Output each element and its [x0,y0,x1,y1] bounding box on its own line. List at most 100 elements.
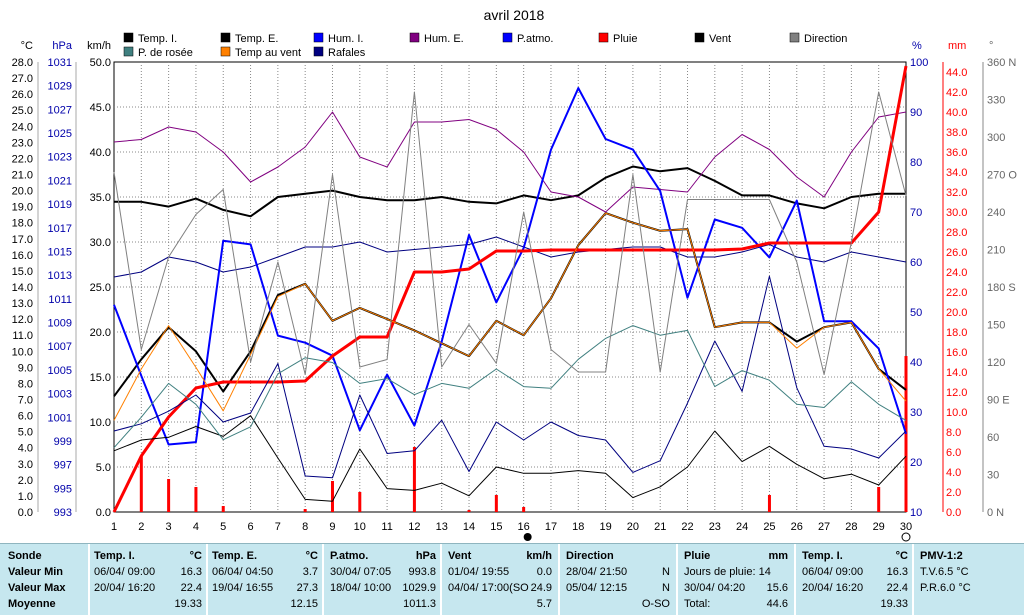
tick-label: 10.0 [90,417,111,429]
tick-label: 1013 [48,270,72,282]
x-tick-label: 28 [845,521,857,533]
tick-label: 11.0 [12,330,33,342]
label-moy: Moyenne [8,598,56,610]
rain-bar [139,456,143,512]
tick-label: 15.0 [90,372,111,384]
tick-label: 28.0 [12,57,33,69]
legend-swatch [220,46,231,57]
tick-label: 18.0 [12,218,33,230]
tick-label: 20.0 [12,186,33,198]
series-line [113,325,907,449]
tick-label: 20.0 [90,327,111,339]
legend-label: Pluie [613,33,637,45]
pmv-title: PMV-1:2 [920,550,963,562]
tick-label: 80 [910,157,922,169]
legend-swatch [598,32,609,43]
tick-label: 210 [987,245,1005,257]
vent-min-time: 01/04/ 19:55 [448,566,510,578]
x-tick-label: 17 [545,521,557,533]
x-tick-label: 5 [220,521,226,533]
temp-e-min-time: 06/04/ 04:50 [212,566,274,578]
tick-label: 26.0 [946,247,967,259]
tick-label: 40.0 [90,147,111,159]
legend-swatch [313,46,324,57]
rain-bar [330,481,334,512]
rain-bar [167,479,171,512]
vent-moy: 5.7 [536,598,552,610]
series-line [112,65,908,513]
rain-bars [139,356,908,512]
tick-label: 999 [54,436,72,448]
tick-label: 1025 [48,128,72,140]
tick-label: 30 [987,470,999,482]
vent-min: 0.0 [536,566,552,578]
summary-temp-i-2: Temp. I. °C 06/04/ 09:00 16.3 20/04/ 16:… [802,544,908,615]
pluie-title: Pluie [684,550,711,562]
x-tick-label: 16 [518,521,530,533]
axis-unit: km/h [87,40,111,52]
direction-title: Direction [566,550,614,562]
temp-i2-moy: 19.33 [880,598,908,610]
temp-i2-min-time: 06/04/ 09:00 [802,566,864,578]
temp-i-title: Temp. I. [94,550,135,562]
series-line [113,91,907,375]
tick-label: 50.0 [90,57,111,69]
tick-label: 993 [54,507,72,519]
temp-e-unit: °C [305,550,318,562]
tick-label: 90 [910,107,922,119]
axis-unit: °C [21,40,33,52]
tick-label: 21.0 [12,170,33,182]
rain-bar [522,507,526,512]
tick-label: 16.0 [946,347,967,359]
tick-label: 26.0 [12,89,33,101]
tick-label: 70 [910,207,922,219]
x-tick-label: 14 [463,521,475,533]
tick-label: 22.0 [946,287,967,299]
tick-label: 25.0 [12,105,33,117]
x-tick-label: 4 [193,521,199,533]
x-tick-label: 9 [329,521,335,533]
x-tick-label: 22 [681,521,693,533]
pmv-tv: T.V.6.5 °C [920,566,969,578]
tick-label: 32.0 [946,187,967,199]
summary-temp-e: Temp. E. °C 06/04/ 04:50 3.7 19/04/ 16:5… [212,544,318,615]
tick-label: 120 [987,357,1005,369]
tick-label: 0.0 [946,507,961,519]
pluie-total-label: Total: [684,598,711,610]
rain-bar [904,356,908,512]
x-tick-label: 11 [381,521,392,533]
temp-i-max-time: 20/04/ 16:20 [94,582,156,594]
tick-label: 20.0 [946,307,967,319]
rain-bar [467,510,471,512]
chart-title: avril 2018 [484,7,545,23]
tick-label: 14.0 [12,282,33,294]
series-line [113,275,907,479]
legend-label: Temp. I. [138,33,177,45]
legend-label: P.atmo. [517,33,554,45]
tick-label: 25.0 [90,282,111,294]
day-markers [523,532,911,542]
temp-i-min: 16.3 [180,566,202,578]
tick-label: 180 S [987,282,1016,294]
chart-legend: Temp. I. Temp. E. Hum. I. Hum. E. P.atmo. Plu… [123,32,847,59]
series-line [113,415,907,502]
tick-label: 3.0 [18,459,33,471]
legend-label: Direction [804,33,847,45]
label-min: Valeur Min [8,566,64,578]
x-tick-label: 27 [818,521,830,533]
tick-label: 240 [987,207,1005,219]
tick-label: 35.0 [90,192,111,204]
tick-label: 0 N [987,507,1004,519]
axis-unit: hPa [52,40,72,52]
legend-swatch [220,32,231,43]
tick-label: 8.0 [946,427,961,439]
tick-label: 14.0 [946,367,967,379]
tick-label: 40 [910,357,922,369]
tick-label: 300 [987,132,1005,144]
tick-label: 270 O [987,170,1017,182]
direction-max-time: 05/04/ 12:15 [566,582,628,594]
rain-bar [358,492,362,512]
tick-label: 995 [54,483,72,495]
legend-label: Hum. E. [424,33,464,45]
